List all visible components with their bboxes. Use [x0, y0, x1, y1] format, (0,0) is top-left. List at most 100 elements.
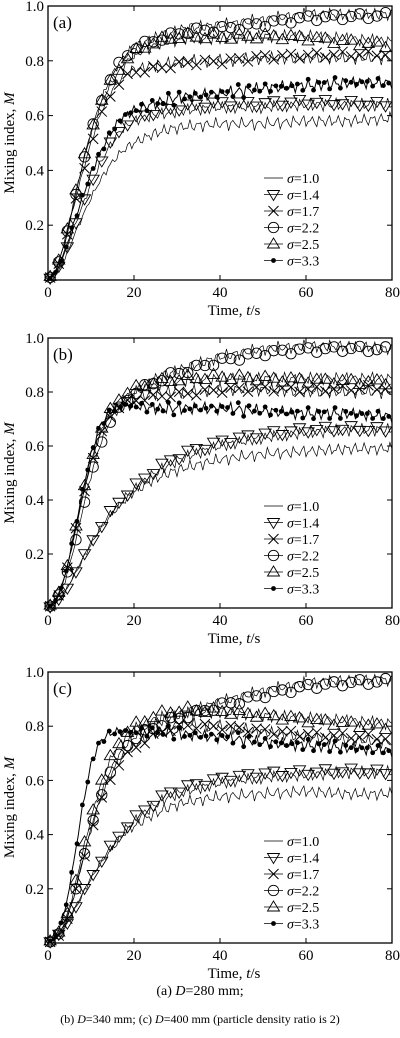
data-point: [58, 258, 64, 264]
data-point: [311, 727, 323, 738]
data-point: [80, 192, 85, 198]
legend-bg: [260, 831, 370, 936]
legend-label: σ=2.5: [287, 238, 319, 253]
data-point: [113, 748, 125, 760]
data-point: [69, 541, 75, 547]
data-point: [345, 732, 357, 744]
data-point: [302, 728, 314, 740]
data-point: [378, 722, 393, 734]
data-point: [332, 75, 338, 80]
data-point: [166, 723, 171, 729]
data-point: [117, 118, 123, 124]
data-point: [338, 416, 343, 421]
data-point: [122, 68, 133, 80]
y-tick-label: 0.6: [25, 773, 44, 789]
data-point: [101, 146, 107, 152]
data-point: [309, 30, 324, 43]
data-point: [112, 127, 126, 139]
data-point: [284, 97, 298, 109]
data-point: [171, 102, 177, 108]
data-point: [214, 737, 220, 743]
data-point: [86, 535, 100, 547]
data-point: [266, 708, 281, 721]
legend-entry: σ=1.7: [264, 868, 319, 883]
data-point: [112, 393, 126, 405]
y-tick-label: 1.0: [25, 0, 44, 15]
data-point: [208, 384, 219, 396]
legend-label: σ=2.2: [287, 885, 319, 900]
data-point: [327, 100, 341, 112]
data-point: [155, 30, 169, 42]
data-point: [44, 271, 56, 284]
data-point: [343, 743, 349, 748]
data-point: [189, 371, 204, 384]
series-triangle-down: [43, 94, 393, 286]
legend-marker: [266, 518, 281, 530]
data-point: [233, 354, 246, 366]
legend-entry: σ=1.0: [264, 500, 319, 515]
data-point: [295, 740, 300, 746]
legend-marker: [268, 868, 279, 880]
legend-label: σ=2.2: [287, 222, 319, 237]
data-point: [156, 390, 168, 402]
data-point: [51, 925, 66, 937]
data-point: [230, 94, 236, 99]
data-point: [160, 408, 166, 414]
data-point: [94, 856, 109, 869]
y-tick-label: 1.0: [25, 331, 44, 347]
data-point: [284, 743, 290, 748]
data-point: [203, 92, 209, 98]
data-point: [232, 27, 247, 39]
data-point: [155, 704, 169, 716]
data-point: [327, 377, 341, 389]
data-point: [258, 98, 272, 110]
legend-entry: σ=2.5: [264, 900, 319, 916]
data-point: [311, 87, 316, 93]
data-point: [94, 521, 109, 534]
data-point: [198, 780, 212, 793]
data-point: [63, 244, 69, 250]
data-point: [139, 724, 151, 736]
data-point: [96, 436, 108, 448]
data-point: [172, 787, 186, 799]
data-point: [262, 81, 268, 87]
data-point: [171, 736, 177, 742]
data-point: [86, 118, 100, 130]
data-point: [69, 183, 83, 195]
data-point: [258, 369, 272, 381]
data-point: [77, 549, 92, 561]
data-point: [176, 400, 182, 406]
data-point: [112, 831, 126, 844]
data-point: [335, 33, 350, 45]
data-point: [284, 370, 298, 383]
data-point: [117, 729, 123, 735]
data-point: [378, 768, 393, 781]
data-point: [163, 32, 178, 44]
legend: σ=1.0 σ=1.4σ=1.7 σ=2.2σ=2.5 σ=3.3: [260, 831, 370, 936]
data-point: [332, 405, 338, 411]
data-point: [301, 34, 315, 46]
data-point: [354, 8, 366, 20]
data-point: [173, 386, 185, 398]
data-point: [187, 406, 193, 412]
data-point: [223, 438, 238, 450]
data-point: [252, 408, 257, 414]
data-point: [155, 790, 169, 802]
data-point: [337, 727, 348, 739]
data-point: [69, 519, 83, 531]
data-point: [354, 49, 366, 61]
data-point: [199, 384, 211, 395]
legend-bg: [260, 496, 370, 601]
data-point: [386, 80, 392, 86]
data-point: [375, 408, 381, 414]
data-point: [94, 156, 109, 168]
data-point: [309, 767, 324, 779]
data-point: [121, 739, 134, 752]
data-point: [106, 728, 112, 734]
data-point: [63, 568, 69, 574]
data-point: [216, 724, 228, 736]
data-point: [215, 370, 229, 382]
data-point: [232, 97, 247, 109]
data-point: [139, 101, 144, 107]
data-point: [371, 344, 383, 356]
